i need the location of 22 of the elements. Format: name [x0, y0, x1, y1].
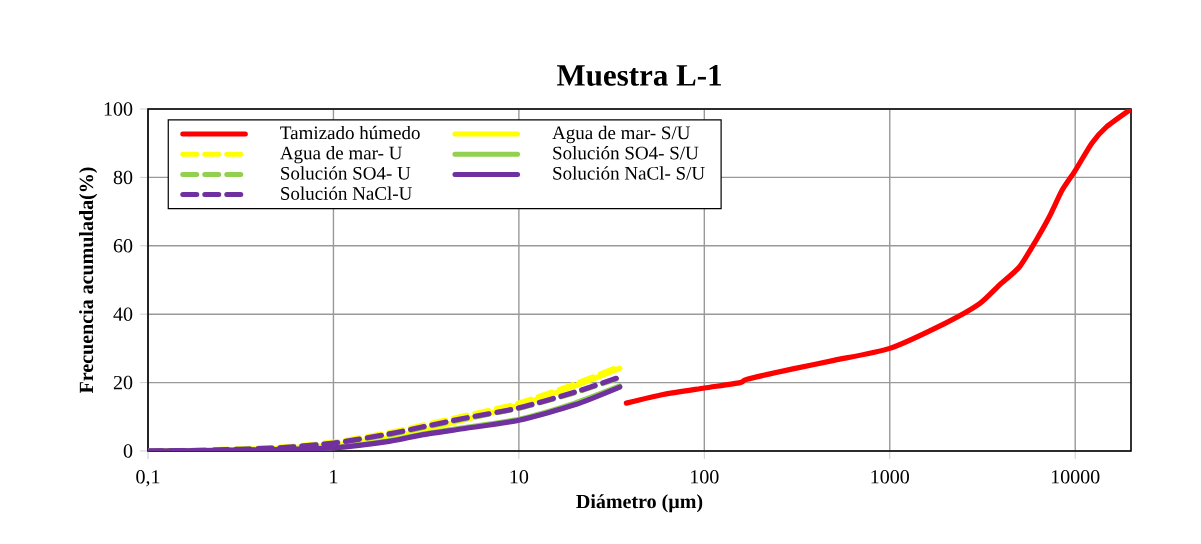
y-tick-label: 40: [113, 307, 133, 321]
x-tick-label: 0,1: [136, 470, 160, 487]
legend-label: Solución NaCl-U: [281, 186, 412, 200]
y-axis-title: Frecuencia acumulada(%): [79, 167, 98, 394]
legend-label: Solución SO4- S/U: [553, 146, 699, 160]
chart-title: Muestra L-1: [556, 65, 721, 86]
legend-label: Agua de mar- S/U: [552, 125, 691, 144]
x-tick-label: 10000: [1051, 470, 1100, 484]
x-tick-label: 10: [510, 470, 529, 484]
y-tick-label: 80: [113, 170, 133, 185]
x-tick-label: 1: [330, 470, 338, 484]
legend-label: Solución NaCl- S/U: [553, 166, 705, 180]
y-tick-label: 0: [123, 444, 133, 458]
x-axis-title: Diámetro (µm): [576, 494, 703, 513]
x-tick-label: 1000: [871, 470, 910, 484]
y-tick-label: 20: [113, 375, 133, 390]
legend-label: Agua de mar- U: [280, 146, 403, 164]
x-tick-label: 100: [691, 470, 719, 484]
legend-label: Tamizado húmedo: [280, 125, 420, 140]
y-tick-label: 60: [113, 239, 133, 253]
y-tick-label: 100: [104, 102, 133, 116]
legend-label: Solución SO4- U: [281, 166, 411, 180]
